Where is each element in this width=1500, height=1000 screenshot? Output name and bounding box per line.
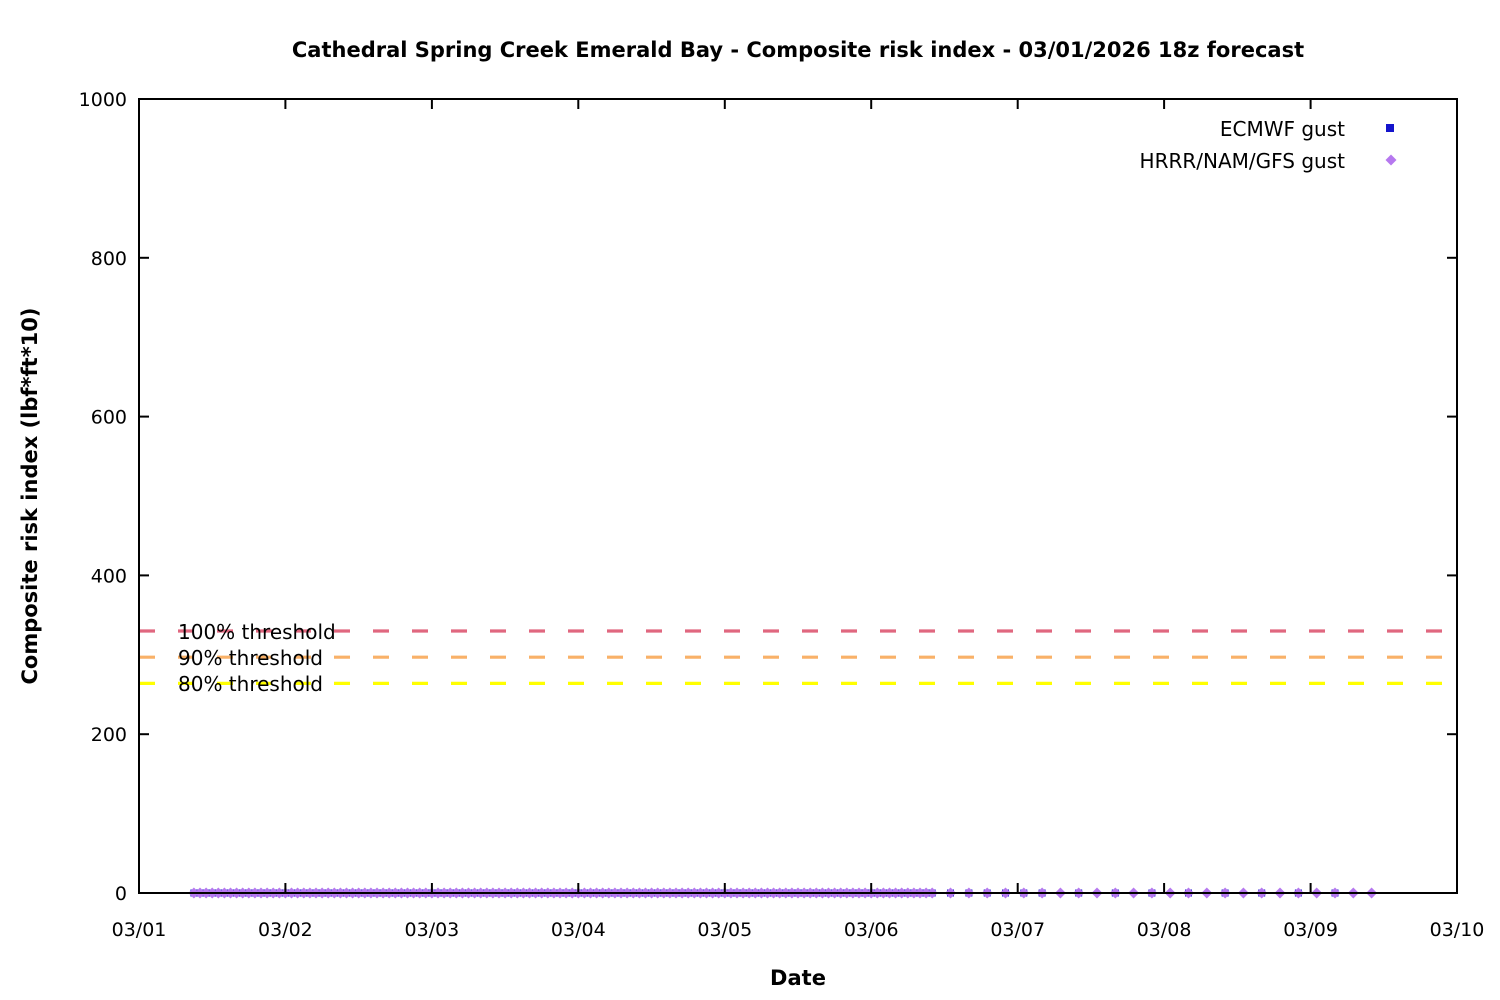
x-tick-label: 03/10 xyxy=(1430,919,1485,941)
y-tick-label: 600 xyxy=(91,407,127,429)
x-tick-label: 03/01 xyxy=(112,919,167,941)
legend-marker-diamond xyxy=(1385,154,1397,166)
chart-title: Cathedral Spring Creek Emerald Bay - Com… xyxy=(292,38,1304,62)
x-tick-label: 03/02 xyxy=(258,919,313,941)
x-tick-label: 03/04 xyxy=(551,919,606,941)
x-tick-label: 03/09 xyxy=(1283,919,1338,941)
legend-markers-layer xyxy=(1385,124,1397,166)
x-tick-label: 03/03 xyxy=(405,919,460,941)
threshold-label-80pct: 80% threshold xyxy=(178,672,323,696)
y-axis-title: Composite risk index (lbf*ft*10) xyxy=(18,307,42,684)
x-tick-label: 03/08 xyxy=(1137,919,1192,941)
legend-label-ecmwf-gust: ECMWF gust xyxy=(1220,117,1345,141)
plot-frame-layer xyxy=(138,98,1458,894)
tick-labels-layer: 03/01 03/02 03/03 03/04 03/05 03/06 03/07 03/08… xyxy=(79,89,1485,941)
threshold-label-90pct: 90% threshold xyxy=(178,646,323,670)
x-tick-label: 03/05 xyxy=(697,919,752,941)
threshold-lines-layer xyxy=(139,629,1457,686)
y-tick-label: 200 xyxy=(91,724,127,746)
legend-label-hrrr-nam-gfs-gust: HRRR/NAM/GFS gust xyxy=(1140,149,1346,173)
y-tick-label: 400 xyxy=(91,565,127,587)
legend-marker-square xyxy=(1386,124,1394,132)
y-tick-label: 800 xyxy=(91,248,127,270)
x-tick-label: 03/06 xyxy=(844,919,899,941)
x-tick-label: 03/07 xyxy=(990,919,1045,941)
y-tick-label: 1000 xyxy=(79,89,127,111)
y-tick-label: 0 xyxy=(115,883,127,905)
x-axis-title: Date xyxy=(770,966,826,990)
plot-border xyxy=(138,98,1458,894)
threshold-label-100pct: 100% threshold xyxy=(178,620,336,644)
